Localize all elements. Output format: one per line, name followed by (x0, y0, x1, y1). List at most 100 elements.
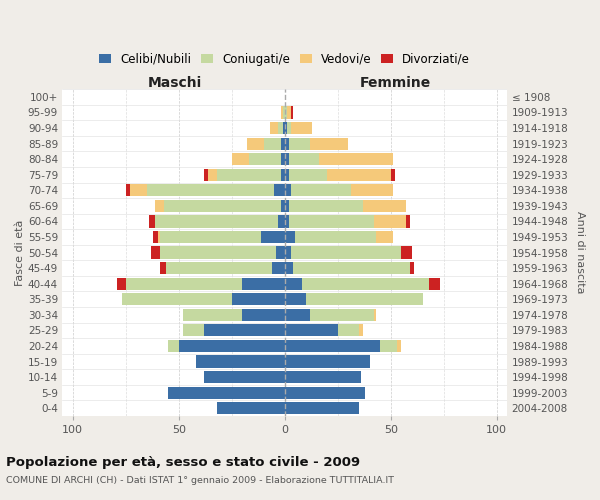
Bar (126, 184, 130, 196)
Bar (363, 200, 406, 212)
Bar (285, 278, 302, 290)
Bar (263, 138, 281, 149)
Bar (158, 231, 160, 243)
Bar (262, 231, 285, 243)
Bar (285, 246, 291, 258)
Bar (380, 340, 397, 352)
Bar (242, 308, 285, 321)
Bar (160, 262, 166, 274)
Bar (285, 340, 380, 352)
Bar (232, 153, 249, 166)
Bar (289, 138, 310, 149)
Bar (406, 216, 410, 228)
Bar (281, 200, 285, 212)
Bar (147, 184, 274, 196)
Bar (401, 246, 412, 258)
Bar (270, 122, 278, 134)
Bar (278, 216, 285, 228)
Bar (350, 184, 393, 196)
Bar (295, 231, 376, 243)
Text: Popolazione per età, sesso e stato civile - 2009: Popolazione per età, sesso e stato civil… (6, 456, 360, 469)
Bar (285, 153, 289, 166)
Bar (281, 138, 285, 149)
Bar (289, 153, 319, 166)
Bar (285, 231, 295, 243)
Bar (283, 106, 285, 118)
Bar (204, 168, 208, 181)
Bar (338, 324, 359, 336)
Bar (310, 308, 374, 321)
Bar (285, 386, 365, 398)
Bar (122, 293, 232, 306)
Bar (281, 168, 285, 181)
Bar (179, 340, 285, 352)
Y-axis label: Anni di nascita: Anni di nascita (575, 212, 585, 294)
Bar (183, 324, 204, 336)
Bar (306, 293, 422, 306)
Bar (310, 138, 349, 149)
Bar (410, 262, 414, 274)
Bar (285, 371, 361, 383)
Bar (217, 168, 281, 181)
Bar (359, 324, 363, 336)
Bar (183, 308, 242, 321)
Bar (164, 200, 281, 212)
Bar (278, 122, 283, 134)
Bar (166, 262, 272, 274)
Bar (168, 386, 285, 398)
Bar (168, 340, 179, 352)
Bar (291, 122, 313, 134)
Bar (118, 278, 126, 290)
Bar (285, 356, 370, 368)
Bar (155, 200, 164, 212)
Bar (249, 153, 281, 166)
Bar (289, 200, 363, 212)
Bar (285, 293, 306, 306)
Bar (285, 106, 287, 118)
Bar (281, 106, 283, 118)
Bar (327, 168, 391, 181)
Bar (217, 402, 285, 414)
Bar (160, 231, 262, 243)
Bar (285, 308, 310, 321)
Bar (285, 324, 338, 336)
Bar (149, 216, 155, 228)
Bar (287, 122, 291, 134)
Bar (285, 216, 289, 228)
Bar (247, 138, 263, 149)
Bar (204, 324, 285, 336)
Bar (208, 168, 217, 181)
Bar (285, 122, 287, 134)
Bar (154, 231, 158, 243)
Bar (293, 262, 410, 274)
Text: Femmine: Femmine (359, 76, 431, 90)
Text: Maschi: Maschi (148, 76, 202, 90)
Bar (285, 262, 293, 274)
Y-axis label: Fasce di età: Fasce di età (15, 220, 25, 286)
Bar (376, 231, 393, 243)
Bar (285, 184, 291, 196)
Legend: Celibi/Nubili, Coniugati/e, Vedovi/e, Divorziati/e: Celibi/Nubili, Coniugati/e, Vedovi/e, Di… (100, 52, 470, 66)
Bar (151, 246, 160, 258)
Bar (291, 106, 293, 118)
Bar (291, 184, 350, 196)
Text: COMUNE DI ARCHI (CH) - Dati ISTAT 1° gennaio 2009 - Elaborazione TUTTITALIA.IT: COMUNE DI ARCHI (CH) - Dati ISTAT 1° gen… (6, 476, 394, 485)
Bar (302, 278, 429, 290)
Bar (287, 106, 291, 118)
Bar (429, 278, 440, 290)
Bar (126, 278, 242, 290)
Bar (196, 356, 285, 368)
Bar (272, 262, 285, 274)
Bar (397, 340, 401, 352)
Bar (374, 308, 376, 321)
Bar (274, 184, 285, 196)
Bar (285, 138, 289, 149)
Bar (281, 153, 285, 166)
Bar (289, 168, 327, 181)
Bar (160, 246, 277, 258)
Bar (391, 168, 395, 181)
Bar (285, 168, 289, 181)
Bar (374, 216, 406, 228)
Bar (283, 122, 285, 134)
Bar (291, 246, 401, 258)
